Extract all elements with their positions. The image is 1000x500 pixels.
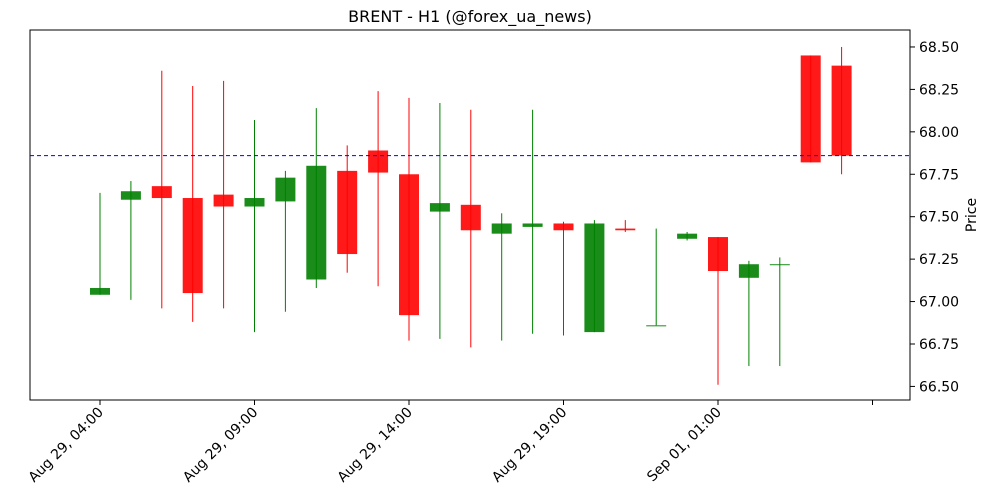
candle-body bbox=[182, 198, 203, 294]
candle bbox=[429, 102, 450, 339]
y-tick-label: 66.50 bbox=[919, 379, 959, 395]
candle-body bbox=[584, 223, 605, 333]
candle bbox=[244, 119, 265, 333]
candle-body bbox=[615, 228, 636, 231]
candle bbox=[213, 80, 234, 309]
candle-body bbox=[677, 233, 698, 239]
y-tick-label: 66.75 bbox=[919, 337, 959, 353]
candle bbox=[615, 220, 636, 232]
candle-body bbox=[368, 150, 389, 173]
candle-body bbox=[337, 170, 358, 255]
candle bbox=[151, 70, 172, 309]
y-tick-label: 68.25 bbox=[919, 82, 959, 98]
candle-body bbox=[800, 55, 821, 163]
candle bbox=[368, 91, 389, 287]
x-tick-label: Aug 29, 19:00 bbox=[489, 405, 570, 486]
x-tick-label: Sep 01, 01:00 bbox=[644, 405, 725, 486]
candle-body bbox=[120, 191, 141, 200]
y-axis: 66.50 66.75 67.00 67.25 67.50 67.75 68.00 68.25… bbox=[910, 40, 959, 395]
candle bbox=[831, 46, 852, 175]
y-axis-label: Price bbox=[964, 198, 980, 232]
chart-title: BRENT - H1 (@forex_ua_news) bbox=[348, 7, 592, 27]
x-tick-label: Aug 29, 04:00 bbox=[26, 405, 107, 486]
candle-body bbox=[151, 186, 172, 199]
candles-layer bbox=[90, 46, 852, 385]
candle bbox=[677, 231, 698, 241]
candle-body bbox=[429, 203, 450, 212]
candle-body bbox=[769, 264, 790, 266]
plot-frame bbox=[29, 29, 911, 401]
candle-body bbox=[491, 223, 512, 234]
candle-body bbox=[306, 165, 327, 280]
x-tick-label: Aug 29, 14:00 bbox=[335, 405, 416, 486]
candle-body bbox=[213, 194, 234, 207]
candle bbox=[491, 213, 512, 341]
candle bbox=[646, 228, 667, 327]
candle bbox=[584, 220, 605, 333]
candle-body bbox=[90, 287, 110, 295]
candle-body bbox=[399, 174, 419, 316]
candle bbox=[738, 260, 759, 367]
candle bbox=[460, 109, 481, 348]
candle bbox=[306, 108, 327, 288]
y-tick-label: 67.00 bbox=[919, 295, 959, 311]
candle-body bbox=[244, 198, 265, 207]
candle bbox=[90, 192, 110, 295]
candle bbox=[337, 145, 358, 273]
candle bbox=[120, 181, 141, 300]
x-tick-label: Aug 29, 09:00 bbox=[180, 405, 261, 486]
candle bbox=[769, 257, 790, 367]
y-tick-label: 67.50 bbox=[919, 210, 959, 226]
y-tick-label: 68.00 bbox=[919, 125, 959, 141]
candle bbox=[522, 109, 543, 334]
candle-body bbox=[460, 204, 481, 231]
candle bbox=[800, 55, 821, 163]
candle-body bbox=[553, 223, 574, 231]
candle-body bbox=[275, 177, 296, 202]
candle bbox=[399, 97, 419, 341]
candle bbox=[553, 221, 574, 336]
y-tick-label: 68.50 bbox=[919, 40, 959, 56]
candle-body bbox=[831, 65, 852, 156]
candle bbox=[708, 237, 728, 385]
y-tick-label: 67.75 bbox=[919, 167, 959, 183]
candle bbox=[275, 170, 296, 312]
candle-body bbox=[646, 325, 667, 327]
candle-body bbox=[522, 223, 543, 227]
x-axis: Aug 29, 04:00 Aug 29, 09:00 Aug 29, 14:00 A… bbox=[26, 400, 873, 486]
candle bbox=[182, 86, 203, 322]
candle-body bbox=[738, 264, 759, 278]
candle-body bbox=[708, 237, 728, 272]
y-tick-label: 67.25 bbox=[919, 252, 959, 268]
